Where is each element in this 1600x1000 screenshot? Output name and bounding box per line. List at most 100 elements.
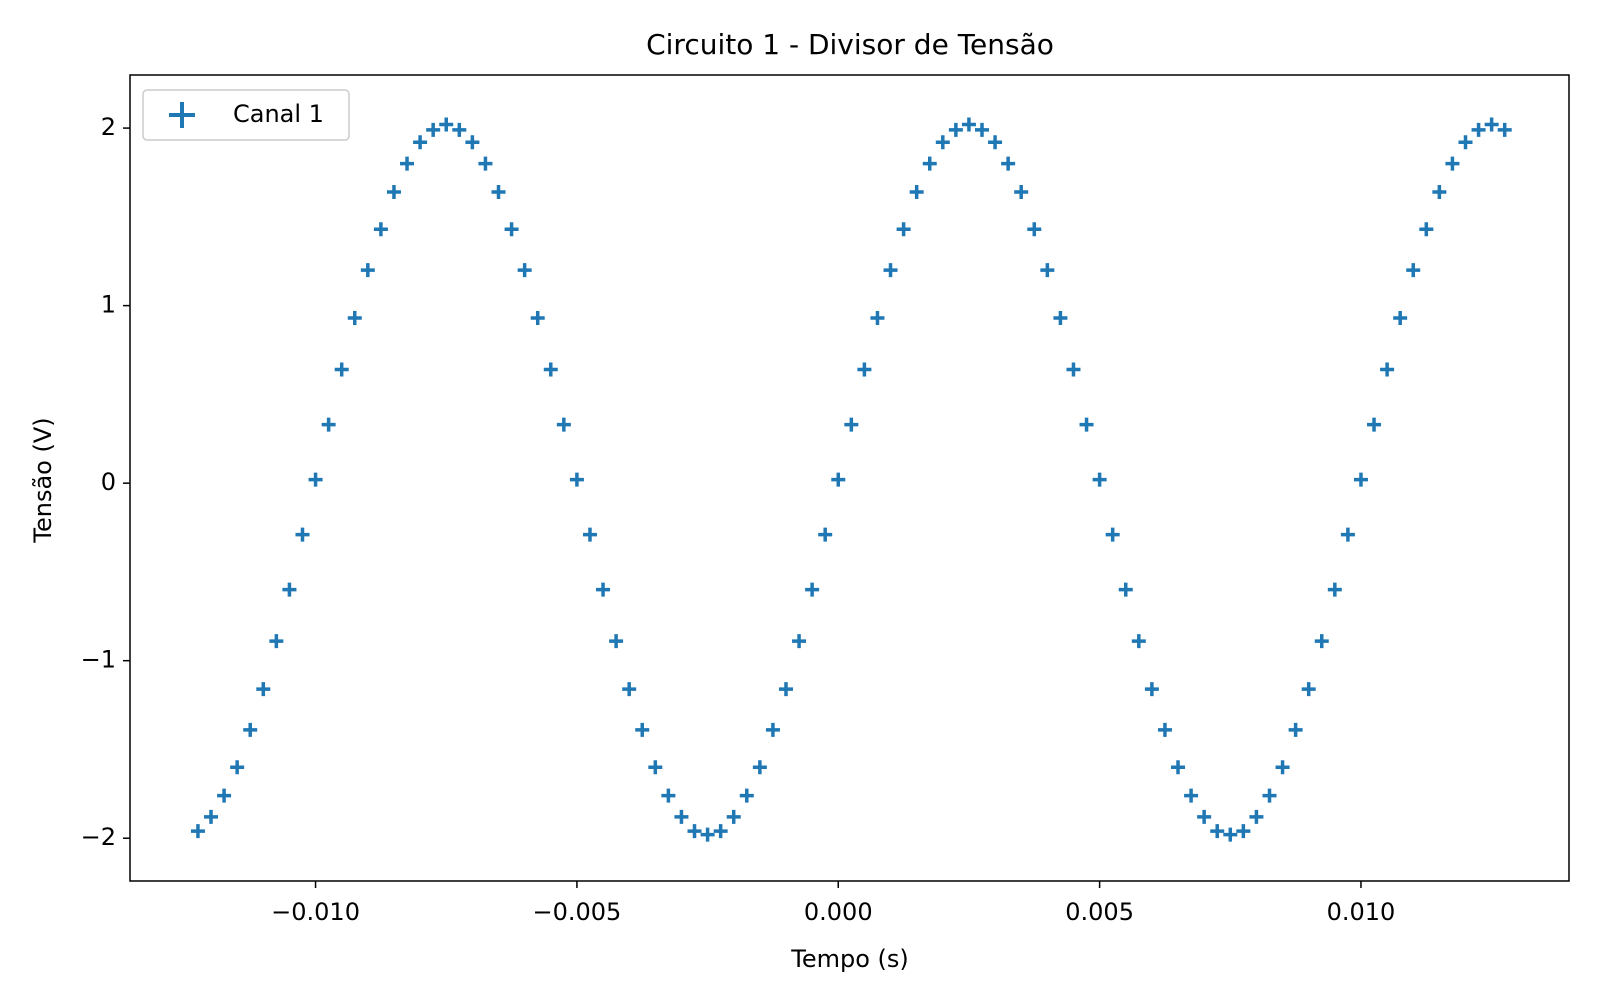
point <box>478 156 493 171</box>
x-tick-label: 0.005 <box>1065 898 1134 926</box>
point <box>648 760 663 775</box>
chart-title: Circuito 1 - Divisor de Tensão <box>646 28 1054 61</box>
point <box>883 263 898 278</box>
point <box>1380 362 1395 377</box>
point <box>1210 824 1225 839</box>
point <box>922 156 937 171</box>
point <box>674 809 689 824</box>
point <box>1157 722 1172 737</box>
point <box>465 135 480 150</box>
point <box>1484 117 1499 132</box>
point <box>269 634 284 649</box>
point <box>413 135 428 150</box>
x-tick-label: −0.010 <box>271 898 360 926</box>
point <box>491 184 506 199</box>
y-tick-label: 1 <box>101 291 116 319</box>
point <box>609 634 624 649</box>
point <box>308 472 323 487</box>
point <box>726 809 741 824</box>
point <box>243 722 258 737</box>
point <box>1327 582 1342 597</box>
point <box>295 527 310 542</box>
point <box>1249 809 1264 824</box>
point <box>504 222 519 237</box>
point <box>569 472 584 487</box>
x-axis-label: Tempo (s) <box>790 945 909 973</box>
legend-box <box>142 89 350 141</box>
point <box>818 527 833 542</box>
point <box>230 760 245 775</box>
point <box>334 362 349 377</box>
point <box>400 156 415 171</box>
point <box>896 222 911 237</box>
point <box>909 184 924 199</box>
point <box>556 417 571 432</box>
point <box>831 472 846 487</box>
point <box>256 682 271 697</box>
y-axis-label: Tensão (V) <box>29 417 57 543</box>
legend-marker <box>169 102 195 128</box>
point <box>935 135 950 150</box>
point <box>635 722 650 737</box>
point <box>204 809 219 824</box>
point <box>1367 417 1382 432</box>
point <box>713 824 728 839</box>
y-tick-label: 2 <box>101 113 116 141</box>
point <box>530 311 545 326</box>
point <box>1393 311 1408 326</box>
point <box>190 824 205 839</box>
point <box>1340 527 1355 542</box>
x-tick-label: −0.005 <box>532 898 621 926</box>
point <box>1027 222 1042 237</box>
point <box>1144 682 1159 697</box>
point <box>1040 263 1055 278</box>
point <box>1131 634 1146 649</box>
point <box>1079 417 1094 432</box>
point <box>1053 311 1068 326</box>
point <box>1406 263 1421 278</box>
point <box>961 117 976 132</box>
point <box>321 417 336 432</box>
point <box>1014 184 1029 199</box>
point <box>661 788 676 803</box>
point <box>1197 809 1212 824</box>
point <box>622 682 637 697</box>
point <box>517 263 532 278</box>
point <box>282 582 297 597</box>
point <box>1419 222 1434 237</box>
point <box>596 582 611 597</box>
point <box>792 634 807 649</box>
y-tick-label: −1 <box>81 646 116 674</box>
point <box>1432 184 1447 199</box>
y-tick-label: −2 <box>81 823 116 851</box>
point <box>844 417 859 432</box>
point <box>1314 634 1329 649</box>
point <box>1092 472 1107 487</box>
point <box>778 682 793 697</box>
x-tick-label: 0.010 <box>1327 898 1396 926</box>
point <box>1236 824 1251 839</box>
y-tick-label: 0 <box>101 468 116 496</box>
point <box>1001 156 1016 171</box>
point <box>752 760 767 775</box>
point <box>948 122 963 137</box>
point <box>1184 788 1199 803</box>
point <box>217 788 232 803</box>
point <box>805 582 820 597</box>
point <box>739 788 754 803</box>
point <box>1118 582 1133 597</box>
plot-frame <box>129 74 1570 882</box>
point <box>857 362 872 377</box>
point <box>1445 156 1460 171</box>
point <box>1066 362 1081 377</box>
point <box>1458 135 1473 150</box>
point <box>988 135 1003 150</box>
point <box>1223 827 1238 842</box>
point <box>765 722 780 737</box>
x-tick-label: 0.000 <box>804 898 873 926</box>
point <box>426 122 441 137</box>
point <box>1275 760 1290 775</box>
point <box>687 824 702 839</box>
point <box>1301 682 1316 697</box>
